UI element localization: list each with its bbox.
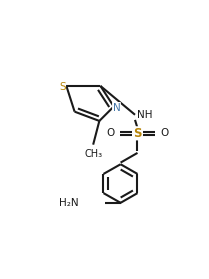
Text: S: S [133,127,142,140]
Text: H₂N: H₂N [59,198,79,208]
Text: N: N [113,103,120,112]
Text: NH: NH [138,110,153,120]
Text: O: O [107,128,115,138]
Text: S: S [59,81,66,92]
Text: O: O [160,128,168,138]
Text: CH₃: CH₃ [84,149,102,159]
